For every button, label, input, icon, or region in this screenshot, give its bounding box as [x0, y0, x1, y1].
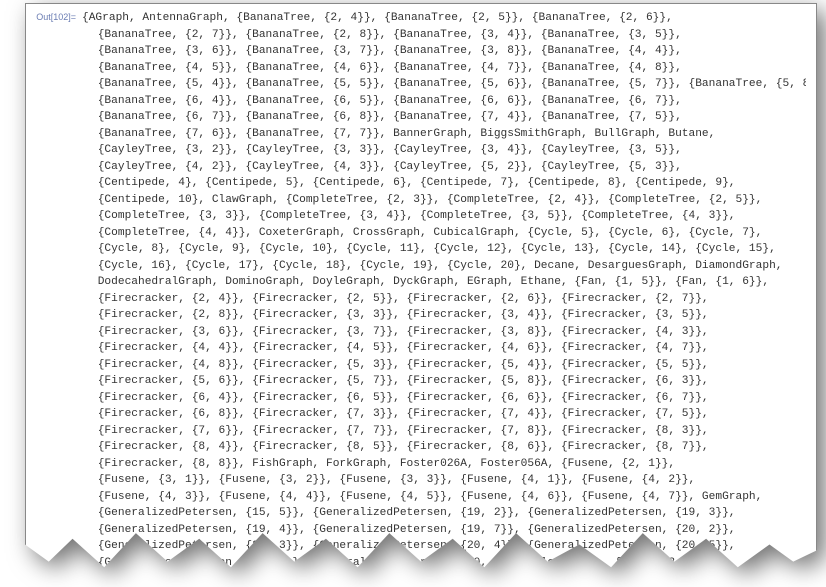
code-line: {Firecracker, {3, 6}}, {Firecracker, {3,… — [82, 324, 806, 341]
code-line: {Firecracker, {2, 4}}, {Firecracker, {2,… — [82, 291, 806, 308]
code-line: {Firecracker, {7, 6}}, {Firecracker, {7,… — [82, 423, 806, 440]
code-line: {Firecracker, {6, 4}}, {Firecracker, {6,… — [82, 390, 806, 407]
code-line: {Firecracker, {4, 8}}, {Firecracker, {5,… — [82, 357, 806, 374]
code-line: {Cycle, 16}, {Cycle, 17}, {Cycle, 18}, {… — [82, 258, 806, 275]
code-line: {Centipede, 10}, ClawGraph, {CompleteTre… — [82, 192, 806, 209]
code-line: {Firecracker, {4, 4}}, {Firecracker, {4,… — [82, 340, 806, 357]
code-line: {Fusene, {4, 3}}, {Fusene, {4, 4}}, {Fus… — [82, 489, 806, 506]
code-line: {BananaTree, {7, 6}}, {BananaTree, {7, 7… — [82, 126, 806, 143]
code-line: {GeneralizedPetersen, {20, 3}}, {General… — [82, 538, 806, 555]
code-line: {Fusene, {3, 1}}, {Fusene, {3, 2}}, {Fus… — [82, 472, 806, 489]
code-line: {CompleteTree, {3, 3}}, {CompleteTree, {… — [82, 208, 806, 225]
code-line: {Firecracker, {8, 4}}, {Firecracker, {8,… — [82, 439, 806, 456]
code-line: {Firecracker, {6, 8}}, {Firecracker, {7,… — [82, 406, 806, 423]
code-line: {Cycle, 8}, {Cycle, 9}, {Cycle, 10}, {Cy… — [82, 241, 806, 258]
code-line: {BananaTree, {2, 7}}, {BananaTree, {2, 8… — [82, 27, 806, 44]
output-content[interactable]: {AGraph, AntennaGraph, {BananaTree, {2, … — [82, 10, 806, 573]
code-line: {Firecracker, {8, 8}}, FishGraph, ForkGr… — [82, 456, 806, 473]
code-line: {GeneralizedPetersen, {20, 6}}, {General… — [82, 555, 806, 572]
code-line: {BananaTree, {6, 7}}, {BananaTree, {6, 8… — [82, 109, 806, 126]
output-cell: Out[102]= {AGraph, AntennaGraph, {Banana… — [25, 3, 817, 573]
code-line: {Firecracker, {5, 6}}, {Firecracker, {5,… — [82, 373, 806, 390]
code-line: {CayleyTree, {3, 2}}, {CayleyTree, {3, 3… — [82, 142, 806, 159]
cell-label: Out[102]= — [36, 10, 82, 22]
code-line: {GeneralizedPetersen, {15, 5}}, {General… — [82, 505, 806, 522]
code-line: {BananaTree, {5, 4}}, {BananaTree, {5, 5… — [82, 76, 806, 93]
code-line: {Centipede, 4}, {Centipede, 5}, {Centipe… — [82, 175, 806, 192]
code-line: {CayleyTree, {4, 2}}, {CayleyTree, {4, 3… — [82, 159, 806, 176]
code-line: {Grid, {3, 4}}, {Grid, {3, 5}}, {Grid, {… — [82, 571, 806, 573]
code-line: {CompleteTree, {4, 4}}, CoxeterGraph, Cr… — [82, 225, 806, 242]
code-line: {AGraph, AntennaGraph, {BananaTree, {2, … — [82, 10, 806, 27]
code-line: {Firecracker, {2, 8}}, {Firecracker, {3,… — [82, 307, 806, 324]
code-line: {GeneralizedPetersen, {19, 4}}, {General… — [82, 522, 806, 539]
code-line: {BananaTree, {4, 5}}, {BananaTree, {4, 6… — [82, 60, 806, 77]
code-line: {BananaTree, {3, 6}}, {BananaTree, {3, 7… — [82, 43, 806, 60]
code-line: DodecahedralGraph, DominoGraph, DoyleGra… — [82, 274, 806, 291]
code-line: {BananaTree, {6, 4}}, {BananaTree, {6, 5… — [82, 93, 806, 110]
